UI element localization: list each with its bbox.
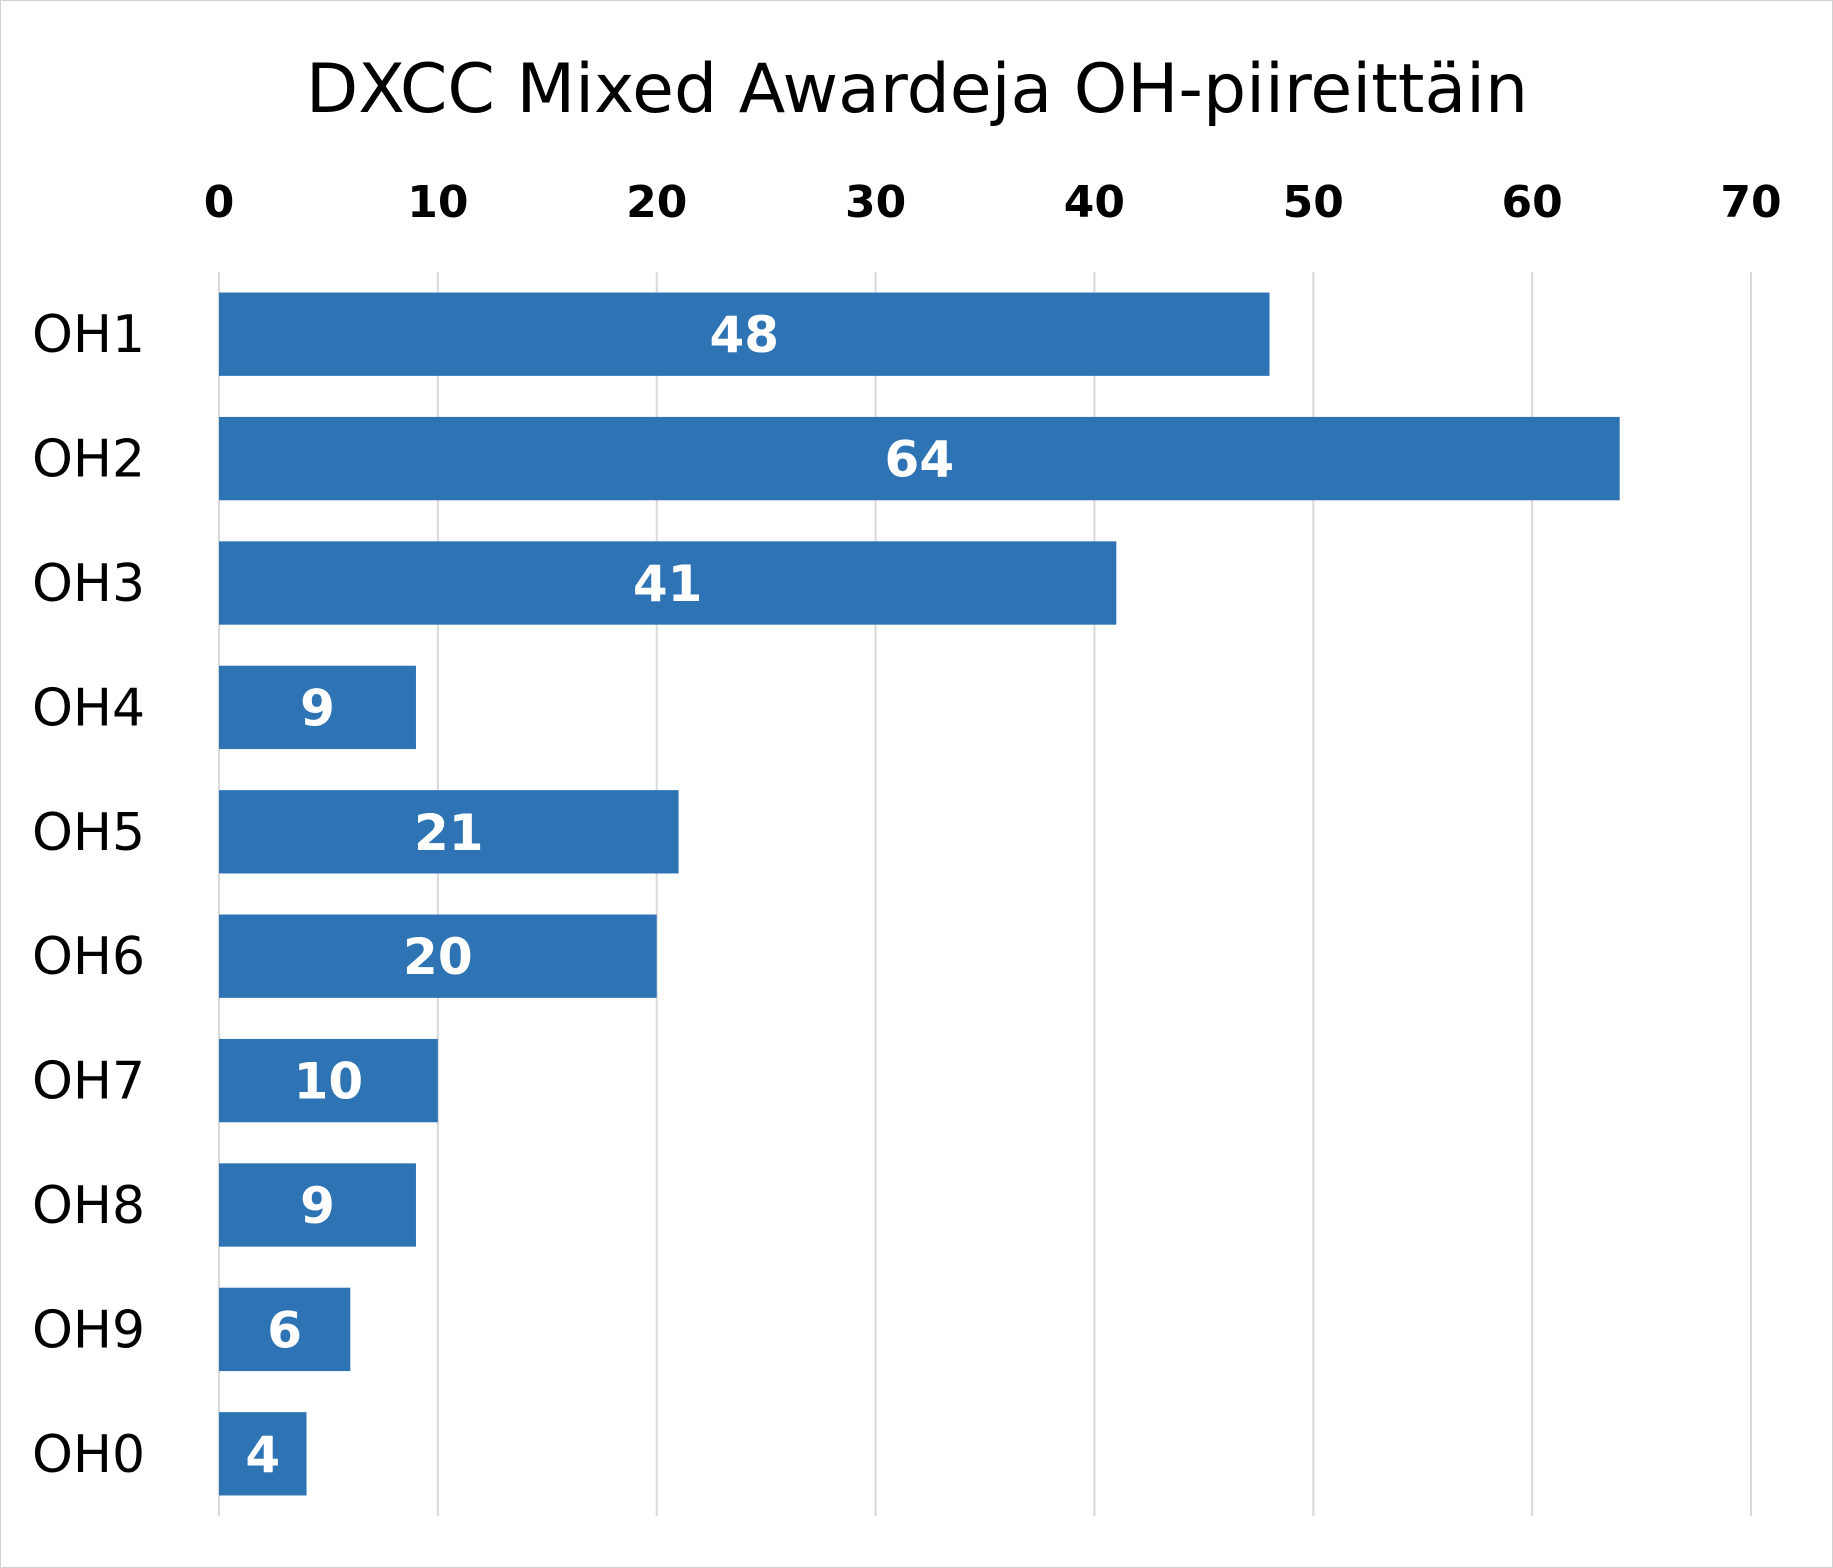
data-label-OH2: 64 xyxy=(885,431,955,489)
bar-OH8 xyxy=(219,1163,416,1247)
data-label-OH8: 9 xyxy=(300,1177,335,1235)
x-axis-ticks: 0 10 20 30 40 50 60 70 xyxy=(204,177,1782,228)
x-tick-label-0: 0 xyxy=(204,177,235,228)
data-label-OH9: 6 xyxy=(267,1301,302,1359)
data-label-OH5: 21 xyxy=(414,804,484,862)
data-label-OH3: 41 xyxy=(633,555,703,613)
category-labels: OH1 OH2 OH3 OH4 OH5 OH6 OH7 OH8 OH9 OH0 xyxy=(32,305,145,1485)
category-label-OH7: OH7 xyxy=(32,1052,145,1112)
data-label-OH4: 9 xyxy=(300,679,335,737)
x-tick-label-50: 50 xyxy=(1283,177,1344,228)
category-label-OH8: OH8 xyxy=(32,1176,145,1236)
bar-OH5 xyxy=(219,790,679,874)
data-label-OH1: 48 xyxy=(709,306,779,364)
bar-OH2 xyxy=(219,416,1620,501)
x-tick-label-70: 70 xyxy=(1720,177,1781,228)
x-tick-label-60: 60 xyxy=(1502,177,1563,228)
x-tick-label-30: 30 xyxy=(845,177,906,228)
bar-OH4 xyxy=(219,665,416,750)
x-tick-label-40: 40 xyxy=(1064,177,1125,228)
bar-OH0 xyxy=(219,1412,307,1496)
category-label-OH1: OH1 xyxy=(32,305,145,365)
category-label-OH3: OH3 xyxy=(32,554,145,614)
bars xyxy=(219,292,1620,1496)
bar-OH6 xyxy=(219,914,657,998)
bar-OH1 xyxy=(219,292,1270,376)
category-label-OH9: OH9 xyxy=(32,1300,145,1360)
data-label-OH7: 10 xyxy=(294,1053,364,1111)
category-label-OH6: OH6 xyxy=(32,927,145,987)
category-label-OH4: OH4 xyxy=(32,678,145,738)
bar-OH7 xyxy=(219,1038,438,1123)
x-tick-label-20: 20 xyxy=(626,177,687,228)
category-label-OH2: OH2 xyxy=(32,430,145,490)
category-label-OH0: OH0 xyxy=(32,1425,145,1485)
x-tick-label-10: 10 xyxy=(407,177,468,228)
data-label-OH0: 4 xyxy=(245,1426,280,1484)
category-label-OH5: OH5 xyxy=(32,803,145,863)
data-label-OH6: 20 xyxy=(403,928,473,986)
chart-title: DXCC Mixed Awardeja OH-piireittäin xyxy=(306,50,1528,129)
bar-OH9 xyxy=(219,1287,351,1372)
bar-OH3 xyxy=(219,541,1117,625)
